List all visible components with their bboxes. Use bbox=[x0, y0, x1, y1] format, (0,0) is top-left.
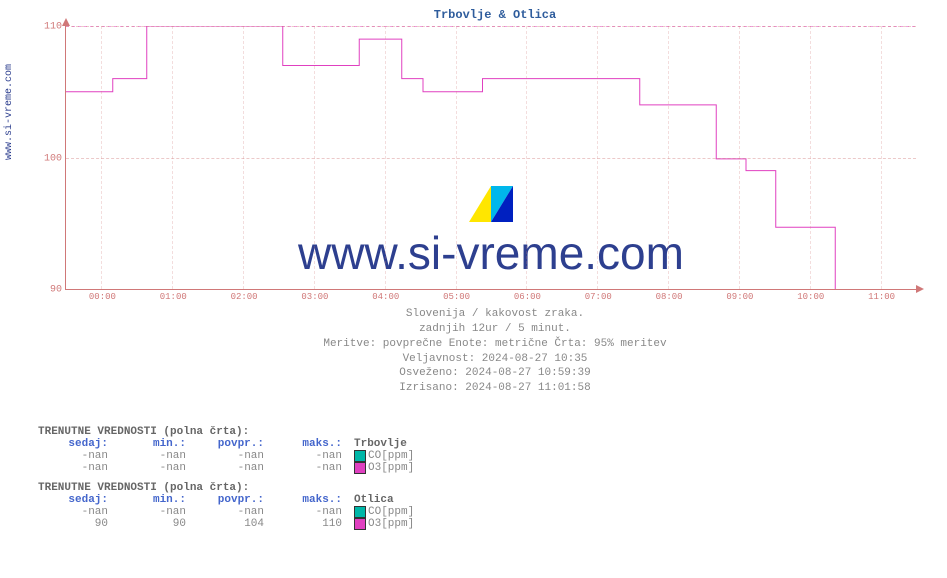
chart-container: Trbovlje & Otlica www.si-vreme.com 90 100… bbox=[55, 8, 935, 396]
table-header-row: sedaj:min.:povpr.:maks.: Trbovlje bbox=[38, 438, 414, 450]
table-header-cell: povpr.: bbox=[194, 438, 272, 450]
x-tick-label: 08:00 bbox=[656, 292, 683, 302]
x-gridline: 07:00 bbox=[597, 26, 598, 289]
table-title: TRENUTNE VREDNOSTI (polna črta): bbox=[38, 426, 414, 438]
table-cell: 110 bbox=[272, 518, 350, 530]
x-tick-label: 11:00 bbox=[868, 292, 895, 302]
table-header-cell: maks.: bbox=[272, 494, 350, 506]
table-header-cell: sedaj: bbox=[38, 494, 116, 506]
table-cell: 104 bbox=[194, 518, 272, 530]
y-axis-arrow-icon bbox=[62, 18, 70, 26]
table-cell: -nan bbox=[194, 506, 272, 518]
legend-swatch-icon bbox=[354, 462, 366, 474]
table-cell: -nan bbox=[272, 462, 350, 474]
table-header-cell: povpr.: bbox=[194, 494, 272, 506]
y-tick-label: 90 bbox=[50, 285, 62, 296]
table-cell: -nan bbox=[116, 506, 194, 518]
legend-swatch-icon bbox=[354, 518, 366, 530]
legend-swatch-icon bbox=[354, 506, 366, 518]
table-location: Otlica bbox=[354, 494, 394, 506]
x-gridline: 04:00 bbox=[385, 26, 386, 289]
table-location: Trbovlje bbox=[354, 438, 407, 450]
x-tick-label: 06:00 bbox=[514, 292, 541, 302]
table-header-row: sedaj:min.:povpr.:maks.: Otlica bbox=[38, 494, 414, 506]
x-gridline: 10:00 bbox=[810, 26, 811, 289]
subtitle-line: Izrisano: 2024-08-27 11:01:58 bbox=[55, 381, 935, 396]
table-cell: -nan bbox=[194, 450, 272, 462]
x-gridline: 11:00 bbox=[881, 26, 882, 289]
table-cell: -nan bbox=[38, 462, 116, 474]
chart-title: Trbovlje & Otlica bbox=[55, 8, 935, 22]
legend-label: O3[ppm] bbox=[368, 462, 414, 474]
plot-area: www.si-vreme.com 90 100 11000:00 01:00 02:00… bbox=[55, 26, 925, 289]
x-tick-label: 00:00 bbox=[89, 292, 116, 302]
subtitle-line: Osveženo: 2024-08-27 10:59:39 bbox=[55, 366, 935, 381]
table-header-cell: min.: bbox=[116, 494, 194, 506]
legend-label: O3[ppm] bbox=[368, 518, 414, 530]
y-gridline: 100 bbox=[66, 158, 916, 159]
legend-swatch-icon bbox=[354, 450, 366, 462]
value-tables: TRENUTNE VREDNOSTI (polna črta):sedaj:mi… bbox=[38, 418, 414, 530]
x-gridline: 08:00 bbox=[668, 26, 669, 289]
legend-label: CO[ppm] bbox=[368, 506, 414, 518]
x-gridline: 03:00 bbox=[314, 26, 315, 289]
table-cell: -nan bbox=[116, 450, 194, 462]
y-tick-label: 110 bbox=[44, 22, 62, 33]
x-gridline: 01:00 bbox=[172, 26, 173, 289]
series-legend: CO[ppm] bbox=[354, 506, 414, 518]
x-gridline: 09:00 bbox=[739, 26, 740, 289]
x-gridline: 02:00 bbox=[243, 26, 244, 289]
table-row: -nan-nan-nan-nanO3[ppm] bbox=[38, 462, 414, 474]
table-cell: 90 bbox=[38, 518, 116, 530]
table-cell: -nan bbox=[272, 450, 350, 462]
table-row: 9090104110O3[ppm] bbox=[38, 518, 414, 530]
table-title: TRENUTNE VREDNOSTI (polna črta): bbox=[38, 482, 414, 494]
x-tick-label: 05:00 bbox=[443, 292, 470, 302]
x-tick-label: 03:00 bbox=[301, 292, 328, 302]
subtitle-line: Slovenija / kakovost zraka. bbox=[55, 307, 935, 322]
table-header-cell: sedaj: bbox=[38, 438, 116, 450]
table-cell: -nan bbox=[116, 462, 194, 474]
table-cell: -nan bbox=[194, 462, 272, 474]
table-row: -nan-nan-nan-nanCO[ppm] bbox=[38, 506, 414, 518]
y-gridline: 110 bbox=[66, 26, 916, 27]
series-legend: CO[ppm] bbox=[354, 450, 414, 462]
site-label: www.si-vreme.com bbox=[4, 64, 15, 160]
y-gridline: 90 bbox=[66, 289, 916, 290]
chart-subtitles: Slovenija / kakovost zraka.zadnjih 12ur … bbox=[55, 307, 935, 396]
x-axis-arrow-icon bbox=[916, 285, 924, 293]
x-gridline: 00:00 bbox=[101, 26, 102, 289]
x-tick-label: 02:00 bbox=[231, 292, 258, 302]
series-legend: O3[ppm] bbox=[354, 462, 414, 474]
x-tick-label: 01:00 bbox=[160, 292, 187, 302]
table-cell: -nan bbox=[38, 450, 116, 462]
x-tick-label: 04:00 bbox=[372, 292, 399, 302]
y-tick-label: 100 bbox=[44, 153, 62, 164]
watermark-logo-icon bbox=[469, 186, 513, 227]
table-cell: -nan bbox=[272, 506, 350, 518]
table-cell: 90 bbox=[116, 518, 194, 530]
table-header-cell: min.: bbox=[116, 438, 194, 450]
x-gridline: 06:00 bbox=[526, 26, 527, 289]
table-cell: -nan bbox=[38, 506, 116, 518]
x-tick-label: 09:00 bbox=[726, 292, 753, 302]
legend-label: CO[ppm] bbox=[368, 450, 414, 462]
subtitle-line: Veljavnost: 2024-08-27 10:35 bbox=[55, 352, 935, 367]
x-tick-label: 10:00 bbox=[797, 292, 824, 302]
x-tick-label: 07:00 bbox=[585, 292, 612, 302]
subtitle-line: zadnjih 12ur / 5 minut. bbox=[55, 322, 935, 337]
series-legend: O3[ppm] bbox=[354, 518, 414, 530]
table-header-cell: maks.: bbox=[272, 438, 350, 450]
table-row: -nan-nan-nan-nanCO[ppm] bbox=[38, 450, 414, 462]
watermark-text: www.si-vreme.com bbox=[298, 226, 684, 280]
subtitle-line: Meritve: povprečne Enote: metrične Črta:… bbox=[55, 337, 935, 352]
x-gridline: 05:00 bbox=[456, 26, 457, 289]
